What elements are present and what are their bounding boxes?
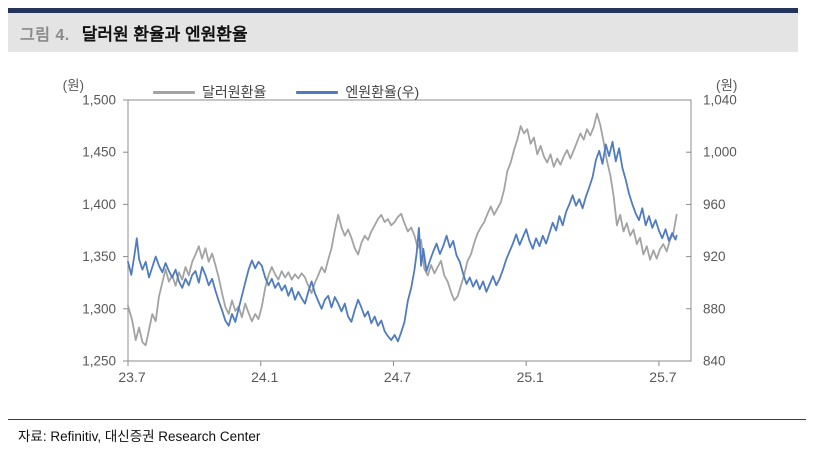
left-axis-tick-label: 1,450 <box>82 145 116 160</box>
figure-label: 그림 4. <box>20 26 70 44</box>
jpykrw-line-series <box>127 140 678 343</box>
source-text: 자료: Refinitiv, 대신증권 Research Center <box>18 429 261 444</box>
x-axis-tick-label: 24.7 <box>384 369 411 385</box>
usdkrw-line-swatch <box>153 90 195 94</box>
right-axis-tick-label: 960 <box>703 197 726 212</box>
left-axis-unit-label: (원) <box>63 78 84 93</box>
right-axis-tick-label: 1,040 <box>703 93 737 108</box>
left-axis-tick-label: 1,400 <box>82 197 116 212</box>
legend-item-jpykrw: 엔원환율(우) <box>296 82 419 102</box>
left-axis-tick-label: 1,250 <box>82 354 116 369</box>
x-axis-tick-label: 24.1 <box>251 369 278 385</box>
plot-frame <box>127 99 692 362</box>
left-axis-tick-label: 1,350 <box>82 249 116 264</box>
footer-divider <box>8 419 806 420</box>
figure-title: 달러원 환율과 엔원환율 <box>81 25 248 44</box>
figure-header: 그림 4. 달러원 환율과 엔원환율 <box>8 8 798 52</box>
legend-item-usdkrw: 달러원환율 <box>153 82 266 102</box>
x-axis-tick-label: 23.7 <box>118 369 145 385</box>
x-axis-tick-label: 25.1 <box>517 369 544 385</box>
right-axis-tick-label: 840 <box>703 354 726 369</box>
usdkrw-line-series <box>127 112 678 347</box>
chart-legend: 달러원환율 엔원환율(우) <box>153 82 419 102</box>
right-axis-unit-label: (원) <box>716 78 737 93</box>
legend-label-usdkrw: 달러원환율 <box>202 84 267 100</box>
left-axis-tick-label: 1,300 <box>82 301 116 316</box>
right-axis-tick-label: 1,000 <box>703 145 737 160</box>
jpykrw-line-swatch <box>296 90 339 94</box>
right-axis-tick-label: 920 <box>703 249 726 264</box>
source-footer: 자료: Refinitiv, 대신증권 Research Center <box>18 425 260 445</box>
left-axis-tick-label: 1,500 <box>82 93 116 108</box>
legend-label-jpykrw: 엔원환율(우) <box>345 84 420 100</box>
right-axis-tick-label: 880 <box>703 301 726 316</box>
x-axis-tick-label: 25.7 <box>649 369 676 385</box>
